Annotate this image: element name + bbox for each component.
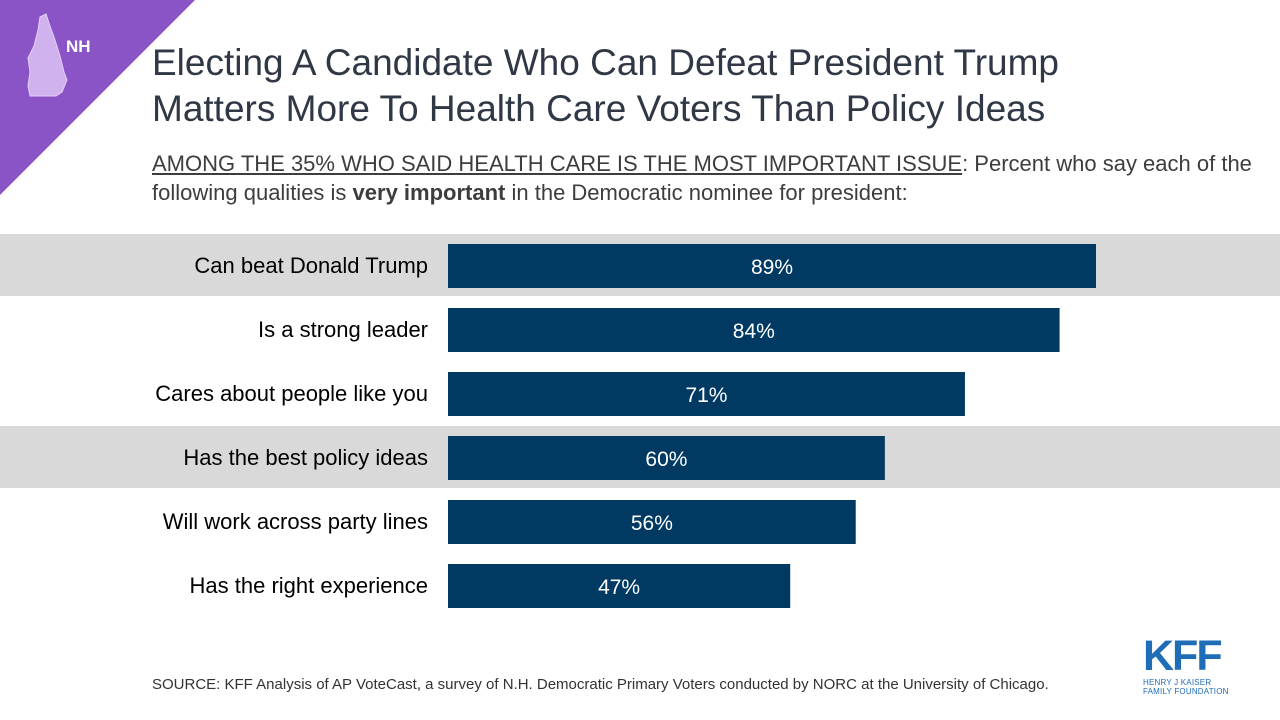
bar — [448, 244, 1096, 288]
source-note: SOURCE: KFF Analysis of AP VoteCast, a s… — [152, 676, 1049, 693]
page-title: Electing A Candidate Who Can Defeat Pres… — [152, 40, 1252, 132]
category-label: Has the best policy ideas — [183, 445, 428, 470]
logo-line-2: FAMILY FOUNDATION — [1143, 687, 1229, 696]
kff-logo: KFF HENRY J KAISER FAMILY FOUNDATION — [1143, 632, 1243, 697]
bar-value-label: 60% — [645, 448, 687, 471]
category-label: Is a strong leader — [258, 317, 428, 342]
subtitle-part-1: : Percent who say each of the following … — [152, 151, 1252, 205]
bar-value-label: 56% — [631, 512, 673, 535]
chart-subtitle: AMONG THE 35% WHO SAID HEALTH CARE IS TH… — [152, 149, 1252, 207]
bar — [448, 564, 791, 608]
logo-mark: KFF — [1143, 632, 1223, 680]
bar — [448, 500, 856, 544]
category-label: Can beat Donald Trump — [194, 253, 428, 278]
bar-chart: Can beat Donald Trump 89% Is a strong lead… — [0, 234, 1280, 608]
title-line-1: Electing A Candidate Who Can Defeat Pres… — [152, 42, 1060, 83]
state-label: NH — [66, 37, 91, 56]
state-badge — [0, 0, 195, 195]
category-label: Will work across party lines — [163, 509, 428, 534]
bar — [448, 372, 965, 416]
subtitle-bold: very important — [352, 180, 506, 205]
category-label: Has the right experience — [190, 573, 428, 598]
logo-line-1: HENRY J KAISER — [1143, 678, 1212, 687]
bar — [448, 308, 1060, 352]
subtitle-underlined: AMONG THE 35% WHO SAID HEALTH CARE IS TH… — [152, 151, 963, 176]
bar-value-label: 47% — [598, 576, 640, 599]
bar-value-label: 84% — [733, 320, 775, 343]
subtitle-part-2: in the Democratic nominee for president: — [505, 180, 908, 205]
bar-value-label: 71% — [685, 384, 727, 407]
title-line-2: Matters More To Health Care Voters Than … — [152, 88, 1046, 129]
bar — [448, 436, 885, 480]
bar-value-label: 89% — [751, 256, 793, 279]
new-hampshire-map-icon — [27, 13, 68, 97]
category-label: Cares about people like you — [155, 381, 428, 406]
